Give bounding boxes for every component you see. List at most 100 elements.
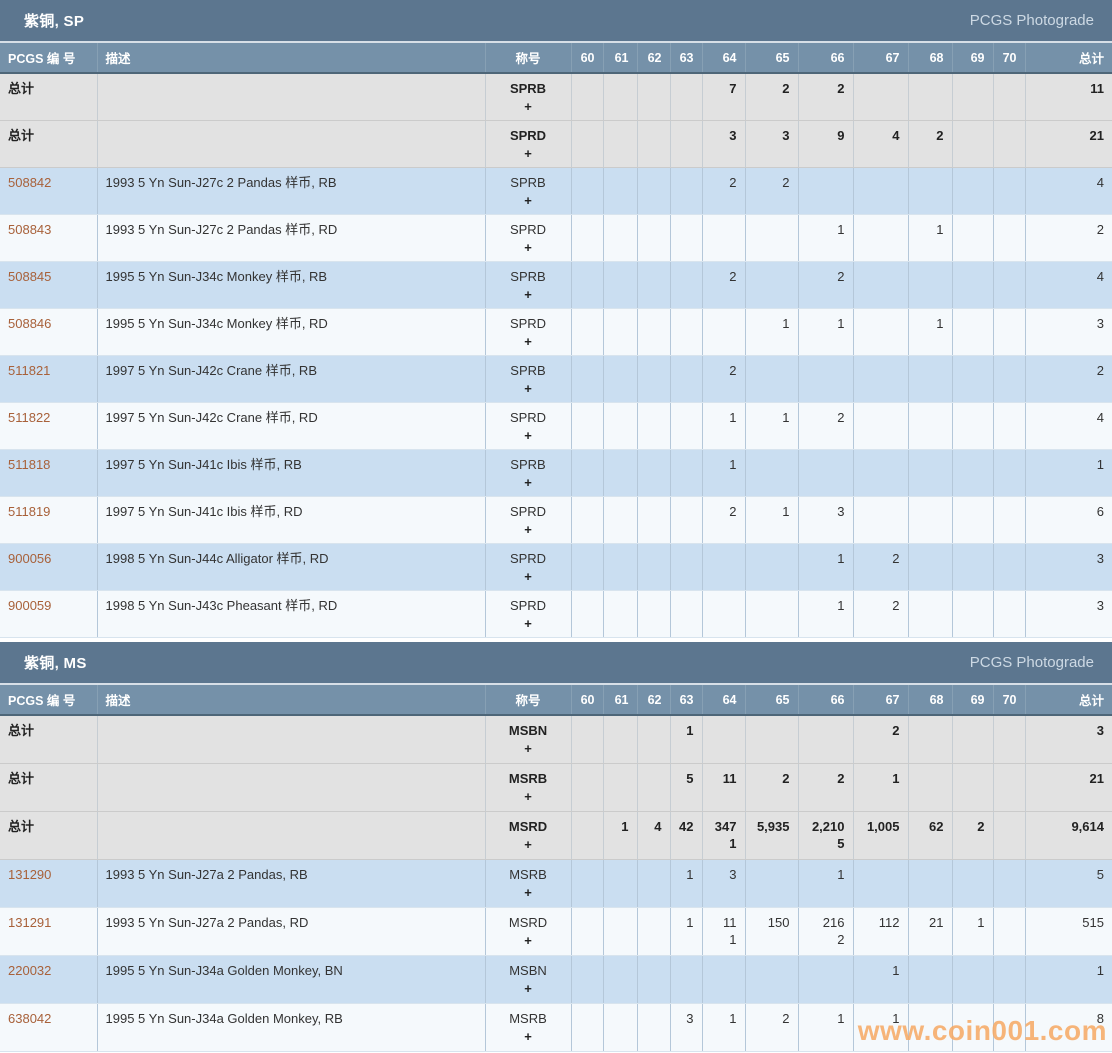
row-total-cell: 9,614 <box>1025 811 1112 860</box>
grade-61-cell <box>603 214 638 262</box>
pcgs-number-link[interactable]: 638042 <box>8 1010 52 1026</box>
col-header-grade-60: 60 <box>571 43 604 73</box>
pcgs-number-link[interactable]: 220032 <box>8 962 52 978</box>
grade-64-cell: 347 1 <box>702 811 746 860</box>
grade-67-cell <box>853 402 909 450</box>
col-header-grade-64: 64 <box>702 43 746 73</box>
section-title: 紫铜, MS <box>24 655 87 672</box>
grade-63-cell: 1 <box>670 907 703 956</box>
designation-cell: MSRB + <box>485 1003 572 1052</box>
grade-61-cell <box>603 496 638 544</box>
plus-grade-symbol: + <box>524 616 532 631</box>
grade-64-cell: 11 <box>702 763 746 812</box>
total-label-cell: 总计 <box>0 120 98 168</box>
plus-grade-symbol: + <box>524 980 532 996</box>
grade-61-cell <box>603 120 638 168</box>
pcgs-number-link[interactable]: 511819 <box>8 504 51 519</box>
grade-count: 1 <box>892 1010 900 1026</box>
designation-label: SPRD <box>509 316 547 331</box>
grade-61-cell <box>603 1003 638 1052</box>
pcgs-number-link[interactable]: 131290 <box>8 866 52 882</box>
grade-count: 1 <box>686 723 694 738</box>
grade-count: 1 <box>936 316 944 331</box>
grade-63-cell: 42 <box>670 811 703 860</box>
pcgs-number-link[interactable]: 511818 <box>8 457 51 472</box>
col-header-grade-69: 69 <box>952 685 994 715</box>
grade-68-cell <box>908 1003 953 1052</box>
pcgs-number-link[interactable]: 511821 <box>8 363 51 378</box>
pcgs-number-link[interactable]: 511822 <box>8 410 51 425</box>
grade-count: 7 <box>729 81 737 96</box>
grade-66-cell: 1 <box>798 590 854 638</box>
grade-67-cell: 1,005 <box>853 811 909 860</box>
description-cell: 1997 5 Yn Sun-J42c Crane 样币, RD <box>97 402 486 450</box>
grade-69-cell <box>952 590 994 638</box>
col-header-designation: 称号 <box>485 43 572 73</box>
grade-count: 1 <box>621 818 629 834</box>
grade-67-cell <box>853 859 909 908</box>
grade-62-cell <box>637 590 671 638</box>
section-header: 紫铜, MS PCGS Photograde <box>0 642 1112 685</box>
grade-count: 11 <box>723 914 737 930</box>
row-total-cell: 4 <box>1025 167 1112 215</box>
grade-62-cell <box>637 120 671 168</box>
photograde-link[interactable]: PCGS Photograde <box>969 654 1094 671</box>
grade-61-cell <box>603 355 638 403</box>
pcgs-number-cell: 508846 <box>0 308 98 356</box>
grade-count: 216 <box>822 914 845 930</box>
grade-67-cell <box>853 308 909 356</box>
grade-61-cell <box>603 543 638 591</box>
grade-69-cell <box>952 543 994 591</box>
grade-67-cell: 2 <box>853 715 909 764</box>
table-row: 508845 1995 5 Yn Sun-J34c Monkey 样币, RB SP… <box>0 261 1112 309</box>
table-row: 511818 1997 5 Yn Sun-J41c Ibis 样币, RB SPRB… <box>0 449 1112 497</box>
pcgs-number-link[interactable]: 508843 <box>8 222 52 237</box>
grade-64-cell <box>702 308 746 356</box>
pcgs-number-link[interactable]: 131291 <box>8 914 52 930</box>
plus-grade-symbol: + <box>524 522 532 537</box>
col-header-grade-65: 65 <box>745 685 799 715</box>
grade-69-cell: 1 <box>952 907 994 956</box>
grade-62-cell <box>637 308 671 356</box>
grade-63-cell <box>670 73 703 121</box>
grade-70-cell <box>993 120 1026 168</box>
grade-70-cell <box>993 590 1026 638</box>
total-row: 总计 SPRD +3 3 9 4 2 21 <box>0 120 1112 168</box>
grade-61-cell <box>603 308 638 356</box>
col-header-grade-68: 68 <box>908 685 953 715</box>
grade-60-cell <box>571 590 604 638</box>
grade-count: 3 <box>729 866 737 882</box>
grade-70-cell <box>993 496 1026 544</box>
col-header-grade-63: 63 <box>670 43 703 73</box>
grade-count: 1 <box>837 1010 845 1026</box>
plus-grade-symbol: + <box>524 836 532 852</box>
col-header-designation: 称号 <box>485 685 572 715</box>
grade-69-cell <box>952 214 994 262</box>
pcgs-number-link[interactable]: 900056 <box>8 551 52 566</box>
grade-69-cell <box>952 859 994 908</box>
pcgs-number-link[interactable]: 508845 <box>8 269 52 284</box>
grade-70-cell <box>993 907 1026 956</box>
grade-65-cell <box>745 543 799 591</box>
pcgs-number-link[interactable]: 508846 <box>8 316 52 331</box>
grade-67-cell: 4 <box>853 120 909 168</box>
plus-grade-symbol: + <box>524 741 532 756</box>
designation-label: SPRB <box>510 457 546 472</box>
grade-68-cell: 62 <box>908 811 953 860</box>
description-cell: 1995 5 Yn Sun-J34c Monkey 样币, RB <box>97 261 486 309</box>
plus-grade-symbol: + <box>524 381 532 396</box>
pcgs-number-link[interactable]: 900059 <box>8 598 52 613</box>
pcgs-number-cell: 508843 <box>0 214 98 262</box>
pcgs-number-link[interactable]: 508842 <box>8 175 52 190</box>
designation-label: SPRD <box>509 410 547 425</box>
grade-65-cell <box>745 449 799 497</box>
grade-count: 2 <box>782 1010 790 1026</box>
table-row: 220032 1995 5 Yn Sun-J34a Golden Monkey, … <box>0 955 1112 1004</box>
col-header-grade-66: 66 <box>798 43 854 73</box>
photograde-link[interactable]: PCGS Photograde <box>969 12 1094 29</box>
plus-grade-count: 1 <box>729 931 737 947</box>
col-header-grade-68: 68 <box>908 43 953 73</box>
grade-64-cell: 2 <box>702 496 746 544</box>
total-row: 总计 MSRD +1 4 42 347 1 5,935 2,210 5 1,005 62 2 9,614 <box>0 811 1112 860</box>
description-cell: 1995 5 Yn Sun-J34a Golden Monkey, RB <box>97 1003 486 1052</box>
